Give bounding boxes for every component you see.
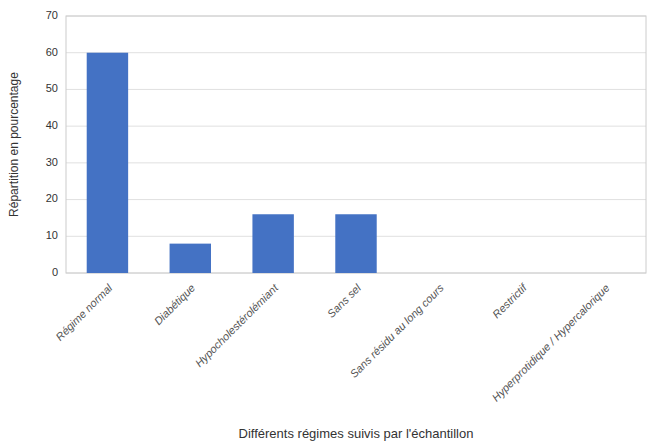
grid-line — [66, 126, 646, 127]
grid-line — [66, 52, 646, 53]
bar — [501, 273, 542, 274]
grid-line — [66, 162, 646, 163]
x-tick-label: Hyperprotidique / Hypercalorique — [489, 282, 611, 404]
x-axis: Régime normal DiabétiqueHypocholestérolém… — [53, 281, 611, 404]
x-tick-label: Sans sel — [325, 281, 364, 320]
y-tick-label: 60 — [46, 46, 58, 58]
y-tick-label: 50 — [46, 82, 58, 94]
x-tick-label: Sans résidu au long cours — [348, 281, 447, 380]
y-tick-label: 0 — [52, 266, 58, 278]
x-tick-label: Hypocholestérolémiant — [193, 281, 281, 369]
y-axis-label: Répartition en pourcentage — [7, 72, 21, 217]
grid-line — [66, 199, 646, 200]
y-tick-label: 20 — [46, 192, 58, 204]
y-tick-label: 70 — [46, 9, 58, 21]
grid-line — [66, 89, 646, 90]
x-tick-label: Régime normal — [53, 281, 115, 343]
x-tick-label: Restrictif — [490, 281, 529, 320]
chart-container: 010203040506070Régime normalDiabétiqueHy… — [0, 0, 662, 448]
grid — [66, 16, 646, 273]
bar — [87, 53, 128, 273]
y-tick-label: 10 — [46, 229, 58, 241]
bar — [335, 214, 376, 273]
plot-frame — [66, 16, 646, 273]
y-tick-label: 30 — [46, 156, 58, 168]
bar — [252, 214, 293, 273]
bars — [87, 53, 377, 273]
bar — [170, 244, 211, 273]
x-axis-label: Différents régimes suivis par l'échantil… — [239, 426, 474, 441]
y-tick-label: 40 — [46, 119, 58, 131]
bar — [418, 273, 459, 274]
x-tick-label: Diabétique — [152, 282, 198, 328]
chart: 010203040506070Régime normalDiabétiqueHy… — [0, 0, 662, 448]
y-axis: 0 10 20 30 40 50 60 70 — [46, 9, 58, 278]
bar — [584, 273, 625, 274]
